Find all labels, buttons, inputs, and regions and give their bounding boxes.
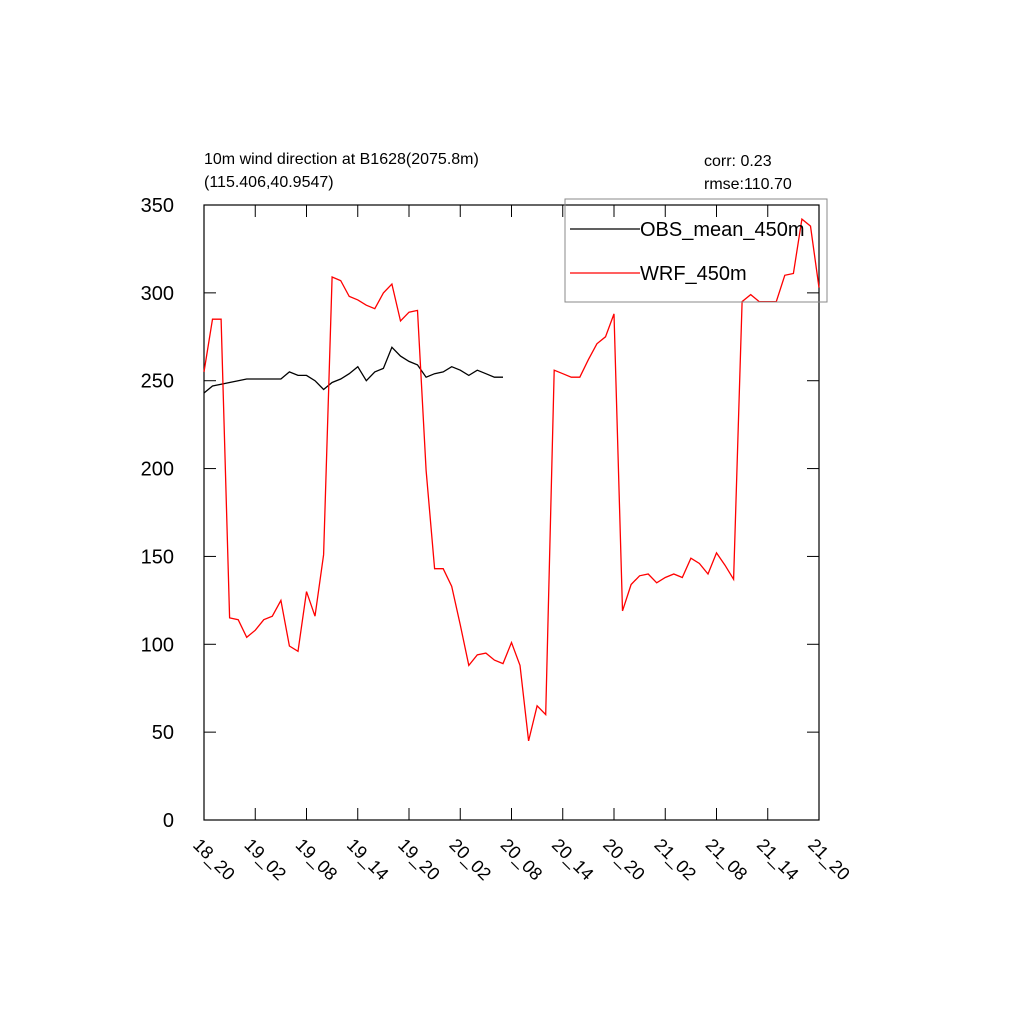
y-tick-label: 200 xyxy=(141,459,174,481)
y-tick-label: 250 xyxy=(141,371,174,393)
series-line xyxy=(203,217,820,742)
y-tick-label: 0 xyxy=(163,810,174,832)
y-tick-label: 300 xyxy=(141,283,174,305)
legend-label: WRF_450m xyxy=(640,263,747,285)
y-tick-label: 150 xyxy=(141,546,174,568)
annotation: corr: 0.23 xyxy=(704,153,772,170)
chart-title: 10m wind direction at B1628(2075.8m) xyxy=(204,151,479,168)
annotation: rmse:110.70 xyxy=(704,176,792,193)
series-line xyxy=(203,346,503,394)
chart-subtitle: (115.406,40.9547) xyxy=(204,174,334,191)
y-tick-label: 100 xyxy=(141,634,174,656)
y-tick-label: 50 xyxy=(152,722,174,744)
y-tick-label: 350 xyxy=(141,195,174,217)
legend-box xyxy=(564,198,828,303)
legend-label: OBS_mean_450m xyxy=(640,219,805,241)
